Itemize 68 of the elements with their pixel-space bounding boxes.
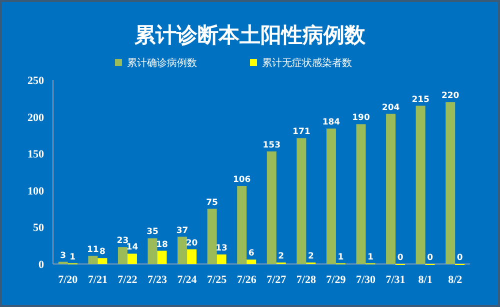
data-label: 1: [70, 252, 76, 262]
data-label: 35: [146, 227, 158, 238]
data-label: 11: [87, 244, 99, 255]
legend-label: 累计确诊病例数: [127, 57, 197, 69]
data-label: 153: [262, 140, 281, 150]
y-tick-label: 150: [28, 148, 44, 161]
x-tick-label: 8/2: [448, 274, 463, 286]
y-tick-label: 100: [28, 185, 44, 198]
bar: [237, 186, 247, 264]
y-tick-label: 0: [38, 259, 44, 271]
bar: [416, 106, 426, 264]
bar: [386, 114, 396, 264]
bar: [98, 258, 108, 264]
data-label: 13: [216, 243, 228, 254]
bar: [296, 138, 306, 264]
y-tick-label: 250: [28, 75, 44, 87]
data-label: 220: [441, 91, 460, 102]
x-tick-label: 7/23: [147, 274, 168, 286]
data-label: 0: [427, 253, 434, 263]
x-tick-label: 7/22: [118, 274, 138, 286]
x-tick-label: 7/27: [266, 274, 287, 286]
x-tick-label: 8/1: [418, 274, 432, 286]
data-label: 75: [206, 198, 218, 208]
legend-label: 累计无症状感染者数: [262, 57, 352, 69]
data-label: 184: [322, 118, 340, 128]
x-tick-label: 7/25: [207, 274, 228, 286]
bar: [118, 247, 128, 264]
y-tick-label: 200: [28, 112, 44, 124]
data-label: 18: [156, 240, 168, 250]
data-label: 8: [99, 247, 106, 258]
bar: [127, 254, 137, 264]
bar: [157, 250, 167, 264]
bar: [326, 128, 336, 264]
data-label: 0: [456, 253, 463, 263]
bar: [187, 249, 197, 264]
data-label: 204: [382, 102, 400, 113]
bar: [148, 238, 158, 264]
data-label: 3: [60, 250, 66, 261]
data-label: 2: [308, 252, 314, 262]
x-tick-label: 7/30: [356, 274, 376, 286]
data-label: 0: [397, 253, 404, 263]
x-tick-label: 7/20: [58, 274, 78, 286]
x-tick-label: 7/26: [236, 274, 257, 286]
data-label: 37: [176, 226, 188, 236]
data-label: 1: [368, 252, 374, 262]
data-label: 106: [232, 174, 251, 185]
bar: [216, 254, 226, 264]
x-tick-label: 7/24: [177, 274, 198, 286]
data-label: 2: [278, 252, 284, 262]
x-tick-label: 7/29: [326, 274, 346, 286]
bar: [88, 256, 98, 264]
data-label: 1: [338, 252, 344, 262]
data-label: 6: [248, 248, 254, 259]
chart-title: 累计诊断本土阳性病例数: [134, 23, 366, 47]
data-label: 215: [412, 94, 430, 105]
bar: [178, 236, 188, 264]
bar: [356, 124, 366, 264]
x-tick-label: 7/28: [296, 274, 316, 286]
data-label: 14: [126, 242, 138, 253]
bar: [207, 208, 217, 264]
data-label: 190: [352, 113, 370, 124]
bar: [246, 260, 256, 264]
x-tick-label: 7/31: [386, 274, 406, 286]
bar: [446, 102, 456, 264]
bar: [266, 151, 276, 264]
y-tick-label: 50: [33, 222, 44, 234]
data-label: 171: [292, 127, 310, 138]
x-tick-label: 7/21: [88, 274, 108, 286]
